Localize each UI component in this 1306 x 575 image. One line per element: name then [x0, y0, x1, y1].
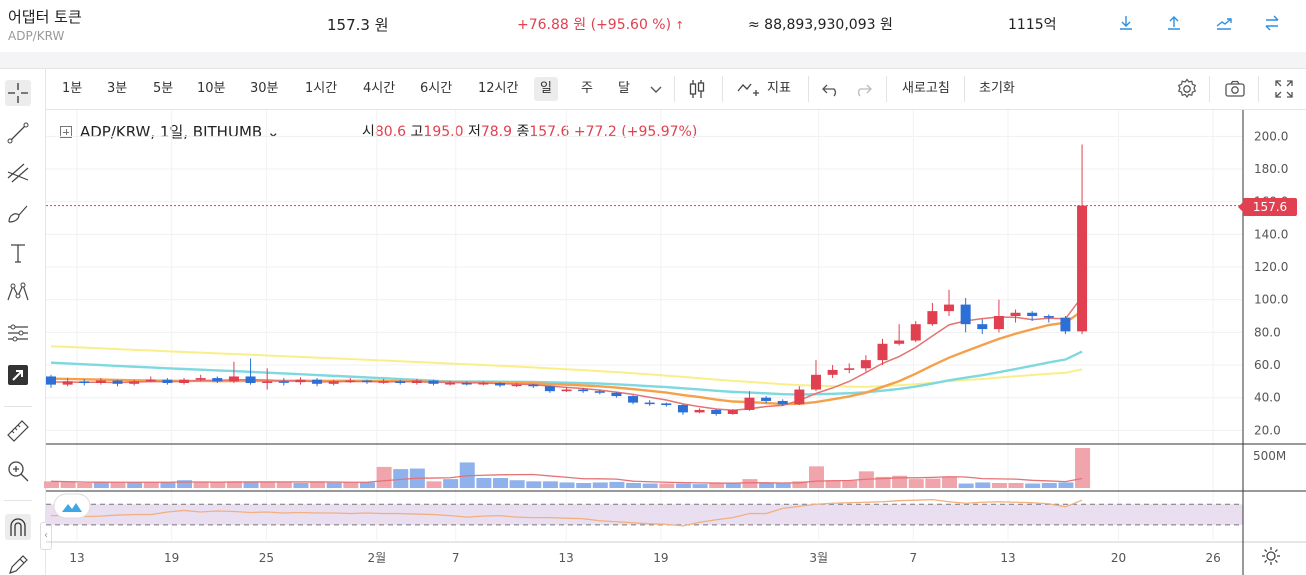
upload-icon[interactable] [1164, 13, 1184, 33]
timeframe-month[interactable]: 달 [618, 81, 630, 96]
volume-scale-label: 500M [1253, 449, 1287, 463]
coin-code: ADP/KRW [8, 29, 65, 43]
indicator-icon[interactable] [736, 77, 760, 101]
low-value: 78.9 [480, 124, 513, 140]
fib-channel-icon[interactable] [5, 160, 31, 186]
camera-icon[interactable] [1223, 77, 1247, 101]
timeframe-3m[interactable]: 3분 [107, 81, 128, 96]
timeframe-4h[interactable]: 4시간 [363, 81, 396, 96]
chevron-down-icon[interactable]: ⌄ [262, 123, 280, 141]
ruler-icon[interactable] [5, 418, 31, 444]
close-value: 157.6 [529, 124, 570, 140]
swap-icon[interactable] [1262, 13, 1282, 33]
toolbar-divider [674, 76, 675, 102]
timeframe-30m[interactable]: 30분 [250, 81, 279, 96]
crosshair-icon[interactable] [5, 80, 31, 106]
open-value: 80.6 [374, 124, 407, 140]
magnet-icon[interactable] [5, 514, 31, 540]
toolbar-divider [722, 76, 723, 102]
fullscreen-icon[interactable] [1272, 77, 1296, 101]
trend-line-icon[interactable] [5, 120, 31, 146]
sun-theme-icon[interactable] [1260, 545, 1282, 567]
pattern-icon[interactable] [5, 280, 31, 306]
timeframe-6h[interactable]: 6시간 [420, 81, 453, 96]
prediction-icon[interactable] [5, 320, 31, 346]
chart-toolbar: 1분 3분 5분 10분 30분 1시간 4시간 6시간 12시간 일 주 달 … [46, 68, 1306, 110]
add-symbol-icon[interactable] [60, 126, 72, 138]
tool-divider [4, 500, 32, 501]
timeframe-1m[interactable]: 1분 [62, 81, 83, 96]
collapse-toolbar-button[interactable]: ‹ [40, 522, 52, 550]
open-label: 시 [362, 124, 375, 140]
high-label: 고 [410, 124, 424, 140]
toolbar-divider [886, 76, 887, 102]
reset-button[interactable]: 초기화 [979, 81, 1015, 96]
text-tool-icon[interactable] [5, 240, 31, 266]
timeframe-10m[interactable]: 10분 [197, 81, 226, 96]
pencil-icon[interactable] [5, 552, 31, 575]
download-icon[interactable] [1116, 13, 1136, 33]
legend-symbol[interactable]: ADP/KRW, 1일, BITHUMB [80, 123, 263, 141]
chart-frame [0, 68, 1306, 575]
price-change: +76.88 원 (+95.60 %) ↑ [517, 14, 684, 34]
current-price: 157.3 원 [327, 16, 389, 34]
toolbar-divider [1258, 76, 1259, 102]
refresh-button[interactable]: 새로고침 [902, 81, 950, 96]
zoom-in-icon[interactable] [5, 458, 31, 484]
ohlc-readout: 시80.6 고195.0 저78.9 종157.6 +77.2 (+95.97%… [362, 121, 697, 141]
candlestick-type-icon[interactable] [685, 77, 709, 101]
coin-name: 어댑터 토큰 [8, 8, 82, 26]
bar-change-value: +77.2 (+95.97%) [573, 124, 698, 140]
trend-icon[interactable] [1214, 13, 1234, 33]
close-label: 종 [516, 124, 530, 140]
timeframe-week[interactable]: 주 [581, 81, 593, 96]
ticker-header: 어댑터 토큰 ADP/KRW 157.3 원 +76.88 원 (+95.60 … [0, 0, 1306, 52]
arrow-shape-icon[interactable] [5, 362, 31, 388]
high-value: 195.0 [423, 124, 464, 140]
timeframe-12h[interactable]: 12시간 [478, 81, 519, 96]
toolbar-divider [808, 76, 809, 102]
market-cap: 1115억 [1008, 17, 1057, 33]
timeframe-1h[interactable]: 1시간 [305, 81, 338, 96]
brush-icon[interactable] [5, 200, 31, 226]
redo-icon[interactable] [851, 77, 875, 101]
timeframe-day[interactable]: 일 [534, 77, 558, 101]
timeframe-5m[interactable]: 5분 [153, 81, 174, 96]
up-arrow-icon: ↑ [675, 19, 685, 32]
tool-divider [4, 406, 32, 407]
settings-gear-icon[interactable] [1175, 77, 1199, 101]
toolbar-divider [964, 76, 965, 102]
chevron-down-icon[interactable] [644, 77, 668, 101]
price-change-value: +76.88 원 (+95.60 %) [517, 17, 672, 33]
low-label: 저 [467, 124, 481, 140]
header-separator [0, 52, 1306, 68]
undo-icon[interactable] [819, 77, 843, 101]
indicator-button[interactable]: 지표 [767, 81, 791, 96]
toolbar-divider [1209, 76, 1210, 102]
trade-volume: ≈ 88,893,930,093 원 [748, 17, 893, 33]
chart-legend: ADP/KRW, 1일, BITHUMB ⌄ [60, 121, 280, 142]
last-price-tag: 157.6 [1238, 198, 1297, 216]
drawing-toolbar [0, 68, 46, 575]
